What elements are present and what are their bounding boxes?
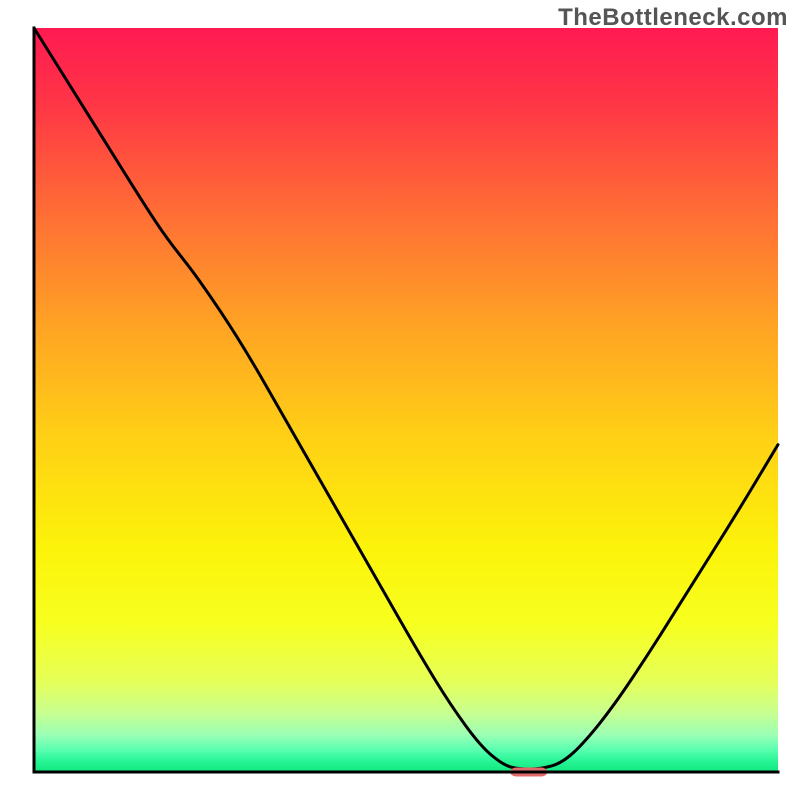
plot-area	[34, 28, 778, 776]
chart-svg	[0, 0, 800, 800]
watermark-text: TheBottleneck.com	[558, 4, 788, 32]
gradient-background	[34, 28, 778, 772]
bottleneck-chart: TheBottleneck.com	[0, 0, 800, 800]
